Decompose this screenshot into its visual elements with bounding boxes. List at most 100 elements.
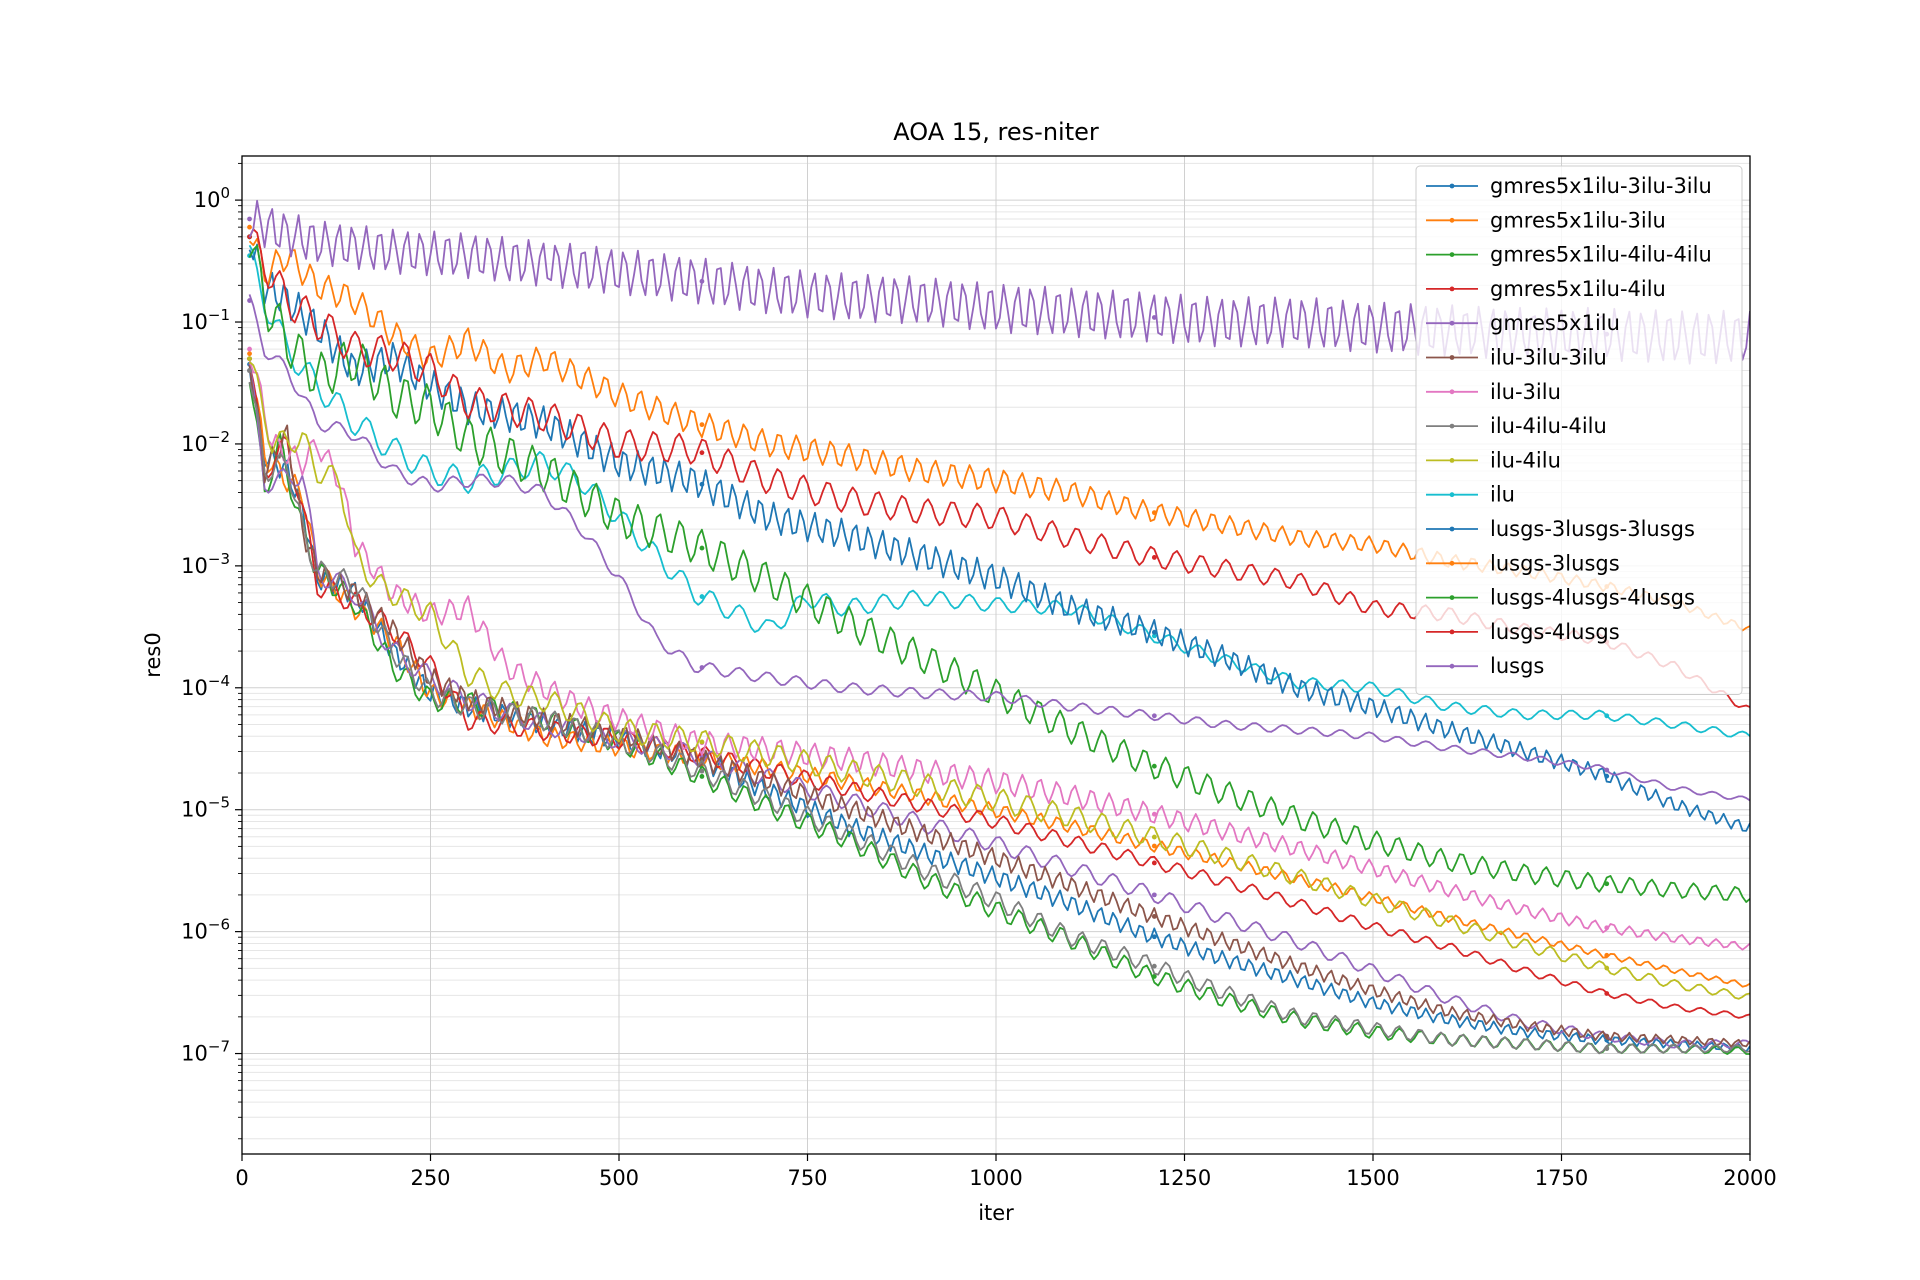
series-marker [699, 594, 705, 599]
series-marker [247, 356, 252, 362]
legend-label: ilu-3ilu [1490, 380, 1561, 404]
legend-swatch-marker [1449, 389, 1455, 395]
series-marker [1151, 860, 1157, 866]
y-axis-label: res0 [141, 632, 165, 677]
legend-label: lusgs-4lusgs-4lusgs [1490, 586, 1695, 610]
chart-title: AOA 15, res-niter [893, 118, 1099, 146]
legend-label: ilu-3ilu-3ilu [1490, 346, 1607, 370]
series-marker [247, 351, 252, 357]
series-line [248, 294, 1750, 802]
series-marker [1604, 881, 1610, 887]
series-marker [699, 481, 705, 487]
series-marker [1151, 843, 1157, 849]
legend-swatch-marker [1449, 629, 1455, 635]
y-tick-label: 10−1 [181, 306, 230, 334]
y-axis: 100 10−1 10−2 10−3 10−4 10−5 10−6 10−7 [181, 162, 242, 1140]
legend-label: lusgs [1490, 654, 1544, 678]
legend-swatch-marker [1449, 252, 1455, 257]
series-marker [1604, 773, 1610, 779]
series-line [248, 243, 1750, 832]
legend-swatch-marker [1449, 458, 1455, 463]
series-marker [1151, 974, 1157, 979]
x-tick-label: 500 [599, 1166, 639, 1190]
series-marker [1151, 713, 1157, 719]
series-marker [247, 368, 252, 373]
series-marker [699, 278, 705, 284]
x-tick-label: 750 [787, 1166, 827, 1190]
legend-label: lusgs-3lusgs [1490, 551, 1620, 575]
legend-label: lusgs-3lusgs-3lusgs [1490, 517, 1695, 541]
series-line [248, 244, 1750, 738]
legend-label: gmres5x1ilu-4ilu-4ilu [1490, 243, 1712, 267]
x-tick-label: 0 [235, 1166, 248, 1190]
x-axis-label: iter [978, 1201, 1014, 1225]
x-tick-label: 1000 [969, 1166, 1022, 1190]
series-marker [699, 739, 705, 745]
series-marker [1604, 991, 1610, 996]
series-line [248, 364, 1750, 1019]
series-marker [1151, 811, 1157, 817]
y-tick-label: 10−7 [181, 1038, 230, 1066]
legend-label: lusgs-4lusgs [1490, 620, 1620, 644]
x-tick-label: 250 [410, 1166, 450, 1190]
series-marker [1151, 763, 1157, 769]
x-tick-label: 1500 [1346, 1166, 1399, 1190]
series-marker [699, 768, 705, 774]
series-line [248, 361, 1750, 1000]
legend-swatch-marker [1449, 320, 1455, 326]
x-tick-label: 1250 [1158, 1166, 1211, 1190]
series-layer [247, 199, 1750, 1055]
legend-swatch-marker [1449, 183, 1455, 189]
series-line [248, 365, 1750, 1048]
legend-label: gmres5x1ilu-3ilu [1490, 208, 1666, 232]
series-line [248, 359, 1750, 951]
x-tick-label: 2000 [1723, 1166, 1776, 1190]
legend-label: gmres5x1ilu-3ilu-3ilu [1490, 174, 1712, 198]
series-marker [699, 665, 705, 670]
y-tick-label: 10−3 [181, 550, 230, 578]
series-marker [1604, 767, 1610, 773]
legend-swatch-marker [1449, 423, 1455, 429]
series-marker [1604, 713, 1610, 719]
legend-label: gmres5x1ilu [1490, 311, 1620, 335]
legend-label: gmres5x1ilu-4ilu [1490, 277, 1666, 301]
y-tick-label: 10−4 [181, 672, 230, 700]
series-marker [1604, 952, 1610, 958]
legend-box [1415, 165, 1743, 695]
series-line [248, 244, 1750, 903]
series-marker [1151, 892, 1157, 898]
series-marker [247, 224, 252, 230]
x-axis: 0 250 500 750 1000 1250 1500 1750 2000 [235, 1154, 1777, 1190]
series-marker [1151, 510, 1157, 516]
legend: gmres5x1ilu-3ilu-3ilu gmres5x1ilu-3ilu gmr… [1415, 165, 1743, 695]
y-tick-label: 10−5 [181, 794, 230, 822]
series-marker [1604, 1033, 1610, 1039]
legend-swatch-marker [1449, 492, 1455, 498]
legend-swatch-marker [1449, 663, 1455, 669]
series-marker [247, 346, 252, 352]
legend-label: ilu-4ilu-4ilu [1490, 414, 1607, 438]
series-line [248, 381, 1750, 1055]
legend-label: ilu-4ilu [1490, 448, 1561, 472]
legend-swatch-marker [1449, 286, 1455, 292]
series-marker [1151, 914, 1157, 919]
x-tick-label: 1750 [1535, 1166, 1588, 1190]
series-marker [1151, 629, 1157, 635]
series-marker [1151, 963, 1157, 969]
series-marker [1604, 925, 1610, 931]
series-marker [699, 545, 705, 551]
series-marker [1604, 965, 1610, 971]
series-marker [699, 422, 705, 428]
series-marker [1151, 555, 1157, 560]
series-marker [1151, 633, 1157, 639]
series-marker [1151, 934, 1157, 940]
y-tick-label: 100 [194, 184, 230, 212]
series-marker [699, 450, 705, 456]
series-marker [247, 298, 252, 303]
series-marker [1151, 834, 1157, 840]
legend-swatch-marker [1449, 217, 1455, 223]
y-tick-label: 10−6 [181, 916, 230, 944]
series-marker [1151, 315, 1157, 320]
legend-swatch-marker [1449, 595, 1455, 600]
